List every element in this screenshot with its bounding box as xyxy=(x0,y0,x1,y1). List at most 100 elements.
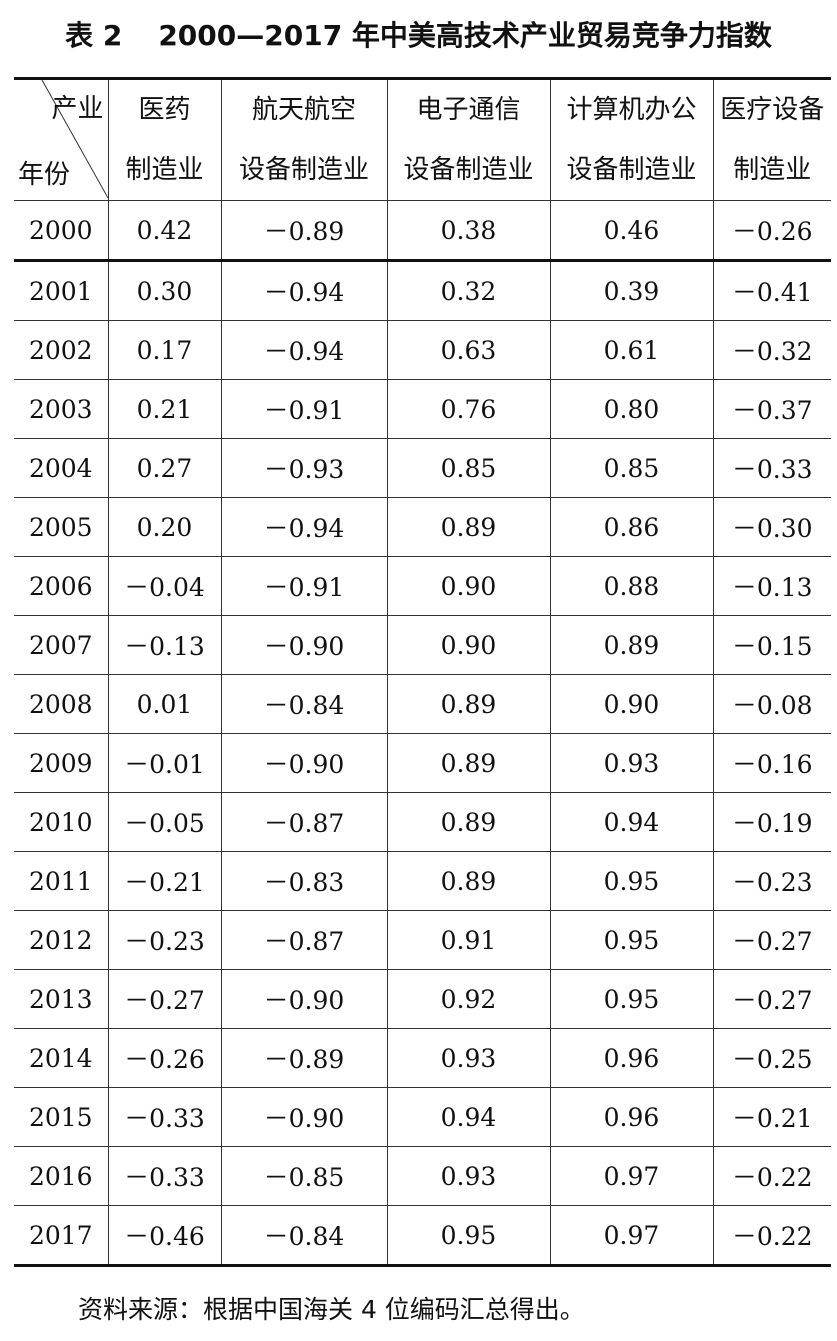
index-value-cell: 0.86 xyxy=(550,497,714,557)
index-value-cell: －0.27 xyxy=(713,969,831,1029)
year-cell: 2007 xyxy=(14,615,109,675)
index-value-cell: 0.89 xyxy=(550,615,714,675)
index-value-cell: 0.95 xyxy=(550,851,714,911)
column-header: 医疗设备 制造业 xyxy=(713,77,831,201)
table-row: 2008 0.01 －0.84 0.89 0.90 －0.08 xyxy=(14,674,831,734)
year-cell: 2009 xyxy=(14,733,109,793)
index-value-cell: 0.90 xyxy=(387,556,551,616)
index-value-cell: －0.21 xyxy=(108,851,222,911)
index-value-cell: 0.89 xyxy=(387,792,551,852)
index-value-cell: －0.93 xyxy=(221,438,388,498)
index-value-cell: －0.32 xyxy=(713,320,831,380)
table-row: 2010 －0.05 －0.87 0.89 0.94 －0.19 xyxy=(14,792,831,852)
index-value-cell: －0.33 xyxy=(713,438,831,498)
year-cell: 2011 xyxy=(14,851,109,911)
index-value-cell: －0.83 xyxy=(221,851,388,911)
index-value-cell: 0.32 xyxy=(387,260,551,321)
index-value-cell: 0.95 xyxy=(550,910,714,970)
table-row: 2004 0.27 －0.93 0.85 0.85 －0.33 xyxy=(14,438,831,498)
column-header-line2: 设备制造业 xyxy=(238,155,369,185)
year-cell: 2001 xyxy=(14,260,109,321)
index-value-cell: 0.93 xyxy=(387,1146,551,1206)
column-header: 计算机办公 设备制造业 xyxy=(550,77,714,201)
index-value-cell: 0.94 xyxy=(387,1087,551,1147)
index-value-cell: 0.89 xyxy=(387,733,551,793)
table-row: 2012 －0.23 －0.87 0.91 0.95 －0.27 xyxy=(14,910,831,970)
index-value-cell: －0.94 xyxy=(221,320,388,380)
year-cell: 2016 xyxy=(14,1146,109,1206)
index-value-cell: 0.88 xyxy=(550,556,714,616)
year-cell: 2005 xyxy=(14,497,109,557)
table-row: 2011 －0.21 －0.83 0.89 0.95 －0.23 xyxy=(14,851,831,911)
table-row: 2017 －0.46 －0.84 0.95 0.97 －0.22 xyxy=(14,1205,831,1267)
index-value-cell: 0.91 xyxy=(387,910,551,970)
table-row: 2005 0.20 －0.94 0.89 0.86 －0.30 xyxy=(14,497,831,557)
index-value-cell: 0.39 xyxy=(550,260,714,321)
index-value-cell: －0.90 xyxy=(221,733,388,793)
index-value-cell: －0.13 xyxy=(713,556,831,616)
index-value-cell: 0.94 xyxy=(550,792,714,852)
index-value-cell: －0.91 xyxy=(221,556,388,616)
index-value-cell: －0.90 xyxy=(221,615,388,675)
index-value-cell: 0.38 xyxy=(387,200,551,262)
year-cell: 2014 xyxy=(14,1028,109,1088)
index-value-cell: －0.27 xyxy=(713,910,831,970)
index-value-cell: 0.76 xyxy=(387,379,551,439)
year-cell: 2003 xyxy=(14,379,109,439)
index-value-cell: －0.37 xyxy=(713,379,831,439)
index-value-cell: －0.89 xyxy=(221,1028,388,1088)
index-value-cell: 0.61 xyxy=(550,320,714,380)
index-value-cell: 0.96 xyxy=(550,1087,714,1147)
table-title: 表 2 2000—2017 年中美高技术产业贸易竞争力指数 xyxy=(0,6,837,62)
year-cell: 2013 xyxy=(14,969,109,1029)
year-cell: 2004 xyxy=(14,438,109,498)
index-value-cell: －0.94 xyxy=(221,497,388,557)
index-value-cell: －0.33 xyxy=(108,1087,222,1147)
index-value-cell: 0.90 xyxy=(550,674,714,734)
year-cell: 2008 xyxy=(14,674,109,734)
index-value-cell: 0.17 xyxy=(108,320,222,380)
year-cell: 2010 xyxy=(14,792,109,852)
index-value-cell: 0.95 xyxy=(550,969,714,1029)
corner-year-label: 年份 xyxy=(18,160,71,190)
index-value-cell: －0.25 xyxy=(713,1028,831,1088)
table-number: 表 2 xyxy=(65,19,123,52)
index-value-cell: －0.19 xyxy=(713,792,831,852)
table-row: 2003 0.21 －0.91 0.76 0.80 －0.37 xyxy=(14,379,831,439)
index-value-cell: －0.94 xyxy=(221,260,388,321)
index-value-cell: －0.13 xyxy=(108,615,222,675)
year-cell: 2017 xyxy=(14,1205,109,1267)
column-header-line1: 医药 xyxy=(138,95,191,125)
index-value-cell: 0.85 xyxy=(550,438,714,498)
index-value-cell: 0.89 xyxy=(387,674,551,734)
index-value-cell: －0.15 xyxy=(713,615,831,675)
index-value-cell: 0.93 xyxy=(550,733,714,793)
index-value-cell: －0.04 xyxy=(108,556,222,616)
table-row: 2000 0.42 －0.89 0.38 0.46 －0.26 xyxy=(14,200,831,262)
index-value-cell: －0.90 xyxy=(221,1087,388,1147)
year-cell: 2012 xyxy=(14,910,109,970)
index-value-cell: －0.84 xyxy=(221,1205,388,1267)
index-value-cell: －0.23 xyxy=(713,851,831,911)
index-value-cell: －0.01 xyxy=(108,733,222,793)
corner-header: 产业 年份 xyxy=(14,77,109,201)
index-value-cell: 0.46 xyxy=(550,200,714,262)
table-row: 2014 －0.26 －0.89 0.93 0.96 －0.25 xyxy=(14,1028,831,1088)
table-row: 2016 －0.33 －0.85 0.93 0.97 －0.22 xyxy=(14,1146,831,1206)
column-header-line2: 制造业 xyxy=(733,155,812,185)
column-header-line1: 航天航空 xyxy=(251,95,356,125)
index-value-cell: 0.90 xyxy=(387,615,551,675)
index-value-cell: －0.87 xyxy=(221,910,388,970)
index-value-cell: 0.63 xyxy=(387,320,551,380)
index-value-cell: －0.46 xyxy=(108,1205,222,1267)
header-row: 产业 年份 医药 制造业 航天航空 设备制造业 电子通信 设备制造业 计算机办公 xyxy=(14,77,831,201)
table-body: 2000 0.42 －0.89 0.38 0.46 －0.26 2001 0.30 －0.94 0… xyxy=(14,200,831,1267)
index-value-cell: 0.20 xyxy=(108,497,222,557)
index-value-cell: －0.41 xyxy=(713,260,831,321)
table-row: 2006 －0.04 －0.91 0.90 0.88 －0.13 xyxy=(14,556,831,616)
table-row: 2009 －0.01 －0.90 0.89 0.93 －0.16 xyxy=(14,733,831,793)
trade-competitiveness-table: 产业 年份 医药 制造业 航天航空 设备制造业 电子通信 设备制造业 计算机办公 xyxy=(14,77,831,1267)
index-value-cell: －0.85 xyxy=(221,1146,388,1206)
index-value-cell: 0.95 xyxy=(387,1205,551,1267)
index-value-cell: －0.22 xyxy=(713,1205,831,1267)
